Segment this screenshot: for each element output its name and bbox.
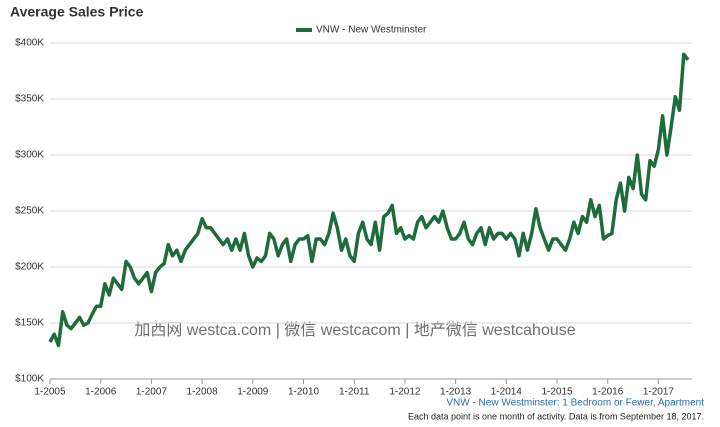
x-tick-label: 1-2017 xyxy=(643,387,675,398)
y-tick-label: $200K xyxy=(15,262,44,273)
watermark: 加西网 westca.com | 微信 westcacom | 地产微信 wes… xyxy=(134,321,575,339)
legend-label: VNW - New Westminster xyxy=(316,25,427,36)
y-tick-label: $150K xyxy=(15,318,44,329)
x-tick-label: 1-2009 xyxy=(237,387,269,398)
x-tick-label: 1-2005 xyxy=(34,387,66,398)
y-tick-label: $350K xyxy=(15,94,44,105)
x-tick-label: 1-2016 xyxy=(592,387,624,398)
y-tick-label: $400K xyxy=(15,38,44,49)
y-tick-label: $300K xyxy=(15,150,44,161)
annotation: Each data point is one month of activity… xyxy=(408,411,704,421)
y-tick-label: $250K xyxy=(15,206,44,217)
x-tick-label: 1-2015 xyxy=(541,387,573,398)
x-tick-label: 1-2013 xyxy=(440,387,472,398)
x-tick-label: 1-2006 xyxy=(85,387,117,398)
y-tick-label: $100K xyxy=(15,374,44,385)
x-tick-label: 1-2008 xyxy=(187,387,219,398)
x-tick-label: 1-2007 xyxy=(136,387,168,398)
series-line xyxy=(48,52,690,348)
chart-title: Average Sales Price xyxy=(10,4,144,20)
x-tick-label: 1-2012 xyxy=(389,387,421,398)
x-tick-label: 1-2011 xyxy=(339,387,370,398)
x-tick-label: 1-2010 xyxy=(288,387,320,398)
x-tick-label: 1-2014 xyxy=(491,387,523,398)
annotation: VNW - New Westminster: 1 Bedroom or Fewe… xyxy=(446,398,704,409)
